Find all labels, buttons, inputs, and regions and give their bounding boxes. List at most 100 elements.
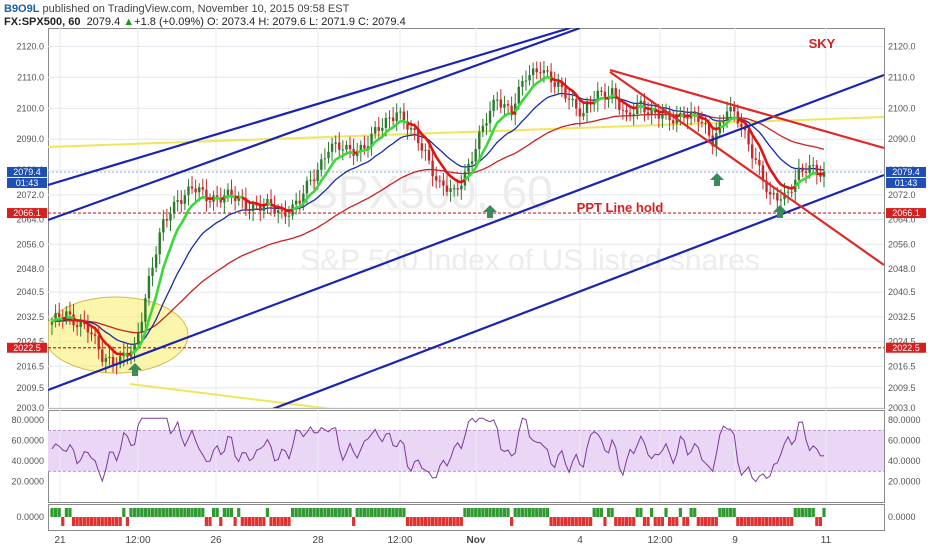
- right-tick-label: 2120.0: [888, 42, 916, 52]
- symbol-name[interactable]: FX:SPX500, 60: [4, 16, 81, 28]
- ema-fast-segment: [697, 115, 721, 131]
- right-tick-label: 2048.0: [888, 264, 916, 274]
- hist-bar-up: [606, 508, 611, 517]
- candle-body: [187, 186, 190, 196]
- ppt-line-label: PPT Line hold: [577, 200, 664, 215]
- author-name[interactable]: B9O9L: [4, 3, 40, 15]
- hist-bar-up: [531, 508, 535, 517]
- candle-body: [704, 123, 707, 125]
- candle-body: [316, 169, 319, 182]
- candle-body: [154, 254, 158, 268]
- hist-bar-up: [330, 508, 334, 517]
- hist-bar-down: [743, 517, 747, 526]
- left-tick-label: 2048.0: [16, 264, 44, 274]
- hist-bar-down: [646, 517, 650, 526]
- candle-body: [323, 158, 327, 160]
- candle-body: [625, 110, 628, 113]
- hist-bar-down: [280, 517, 284, 526]
- hist-bar-up: [693, 508, 697, 517]
- rsi-band: [48, 430, 884, 472]
- candle-body: [531, 68, 535, 76]
- hist-bar-down: [71, 517, 76, 526]
- candle-body: [330, 143, 334, 152]
- candle-body: [679, 113, 682, 117]
- hist-bar-up: [179, 508, 183, 517]
- ema-fast-segment: [72, 317, 124, 356]
- hist-bar-down: [456, 517, 460, 526]
- ema-fast-segment: [550, 76, 595, 105]
- hist-bar-down: [657, 517, 661, 526]
- left-tick-label: 2072.0: [16, 190, 44, 200]
- rsi-left-tick: 60.0000: [11, 436, 44, 446]
- candle-body: [449, 188, 452, 192]
- ema-fast-segment: [291, 151, 354, 211]
- candle-body: [172, 201, 176, 214]
- hist-bar-down: [775, 517, 779, 526]
- hist-bar-up: [132, 508, 137, 517]
- hist-bar-up: [50, 508, 54, 517]
- candle-body: [557, 81, 560, 87]
- hist-bar-down: [746, 517, 751, 526]
- right-tick-label: 2090.0: [888, 134, 916, 144]
- candle-body: [614, 88, 617, 99]
- ema-fast-segment: [514, 75, 552, 113]
- rsi-right-tick: 80.0000: [888, 415, 921, 425]
- hist-bar-down: [549, 517, 553, 526]
- highlight-ellipse: [48, 296, 189, 374]
- candle-body: [327, 151, 330, 159]
- candle-body: [819, 175, 822, 177]
- hist-bar-up: [592, 508, 596, 517]
- hist-bar-down: [258, 517, 262, 526]
- candle-body: [176, 200, 179, 202]
- candle-body: [298, 200, 301, 204]
- rsi-right-tick: 40.0000: [888, 456, 921, 466]
- up-arrow-icon: [773, 205, 787, 218]
- hist-bar-down: [621, 517, 625, 526]
- candle-body: [399, 111, 402, 113]
- hist-bar-up: [492, 508, 496, 517]
- hist-bar-up: [599, 508, 603, 517]
- candle-body: [388, 117, 391, 119]
- hist-bar-up: [140, 508, 144, 517]
- hist-bar-up: [190, 508, 194, 517]
- hist-bar-up: [488, 508, 492, 517]
- candle-body: [262, 205, 266, 211]
- ema-fast-segment: [213, 196, 222, 201]
- right-tick-label: 2064.0: [888, 215, 916, 225]
- ema-fast-segment: [644, 106, 652, 111]
- hist-bar-up: [402, 508, 406, 517]
- hist-bar-up: [808, 508, 812, 517]
- hist-bar-up: [793, 508, 797, 517]
- hist-bar-down: [255, 517, 259, 526]
- published-text: published on TradingView.com, November 1…: [42, 3, 350, 15]
- hist-bar-up: [129, 508, 133, 517]
- candle-body: [302, 193, 305, 204]
- hist-bar-up: [635, 508, 639, 517]
- candle-body: [370, 133, 373, 147]
- hist-bar-down: [104, 517, 108, 526]
- right-tick-label: 2024.5: [888, 337, 916, 347]
- candle-body: [215, 195, 219, 198]
- ema-fast-segment: [130, 195, 207, 355]
- candle-body: [481, 125, 485, 132]
- hist-bar-up: [797, 508, 801, 517]
- candle-body: [373, 127, 377, 134]
- hist-bar-up: [477, 508, 481, 517]
- up-arrow-icon: [128, 363, 142, 376]
- hist-bar-down: [685, 517, 690, 526]
- hist-bar-up: [136, 508, 140, 517]
- hist-bar-up: [53, 508, 58, 517]
- candle-body: [492, 99, 495, 111]
- hist-bar-down: [563, 517, 568, 526]
- low-level-right-text: 2022.5: [892, 343, 920, 353]
- hist-bar-up: [811, 508, 815, 517]
- candle-body: [797, 167, 801, 180]
- hist-bar-up: [326, 508, 331, 517]
- candle-body: [768, 191, 772, 195]
- hist-bar-up: [689, 508, 693, 517]
- hist-left-tick: 0.0000: [16, 512, 44, 522]
- hist-bar-down: [409, 517, 413, 526]
- ema-slow-line: [51, 113, 825, 334]
- candle-body: [119, 356, 122, 365]
